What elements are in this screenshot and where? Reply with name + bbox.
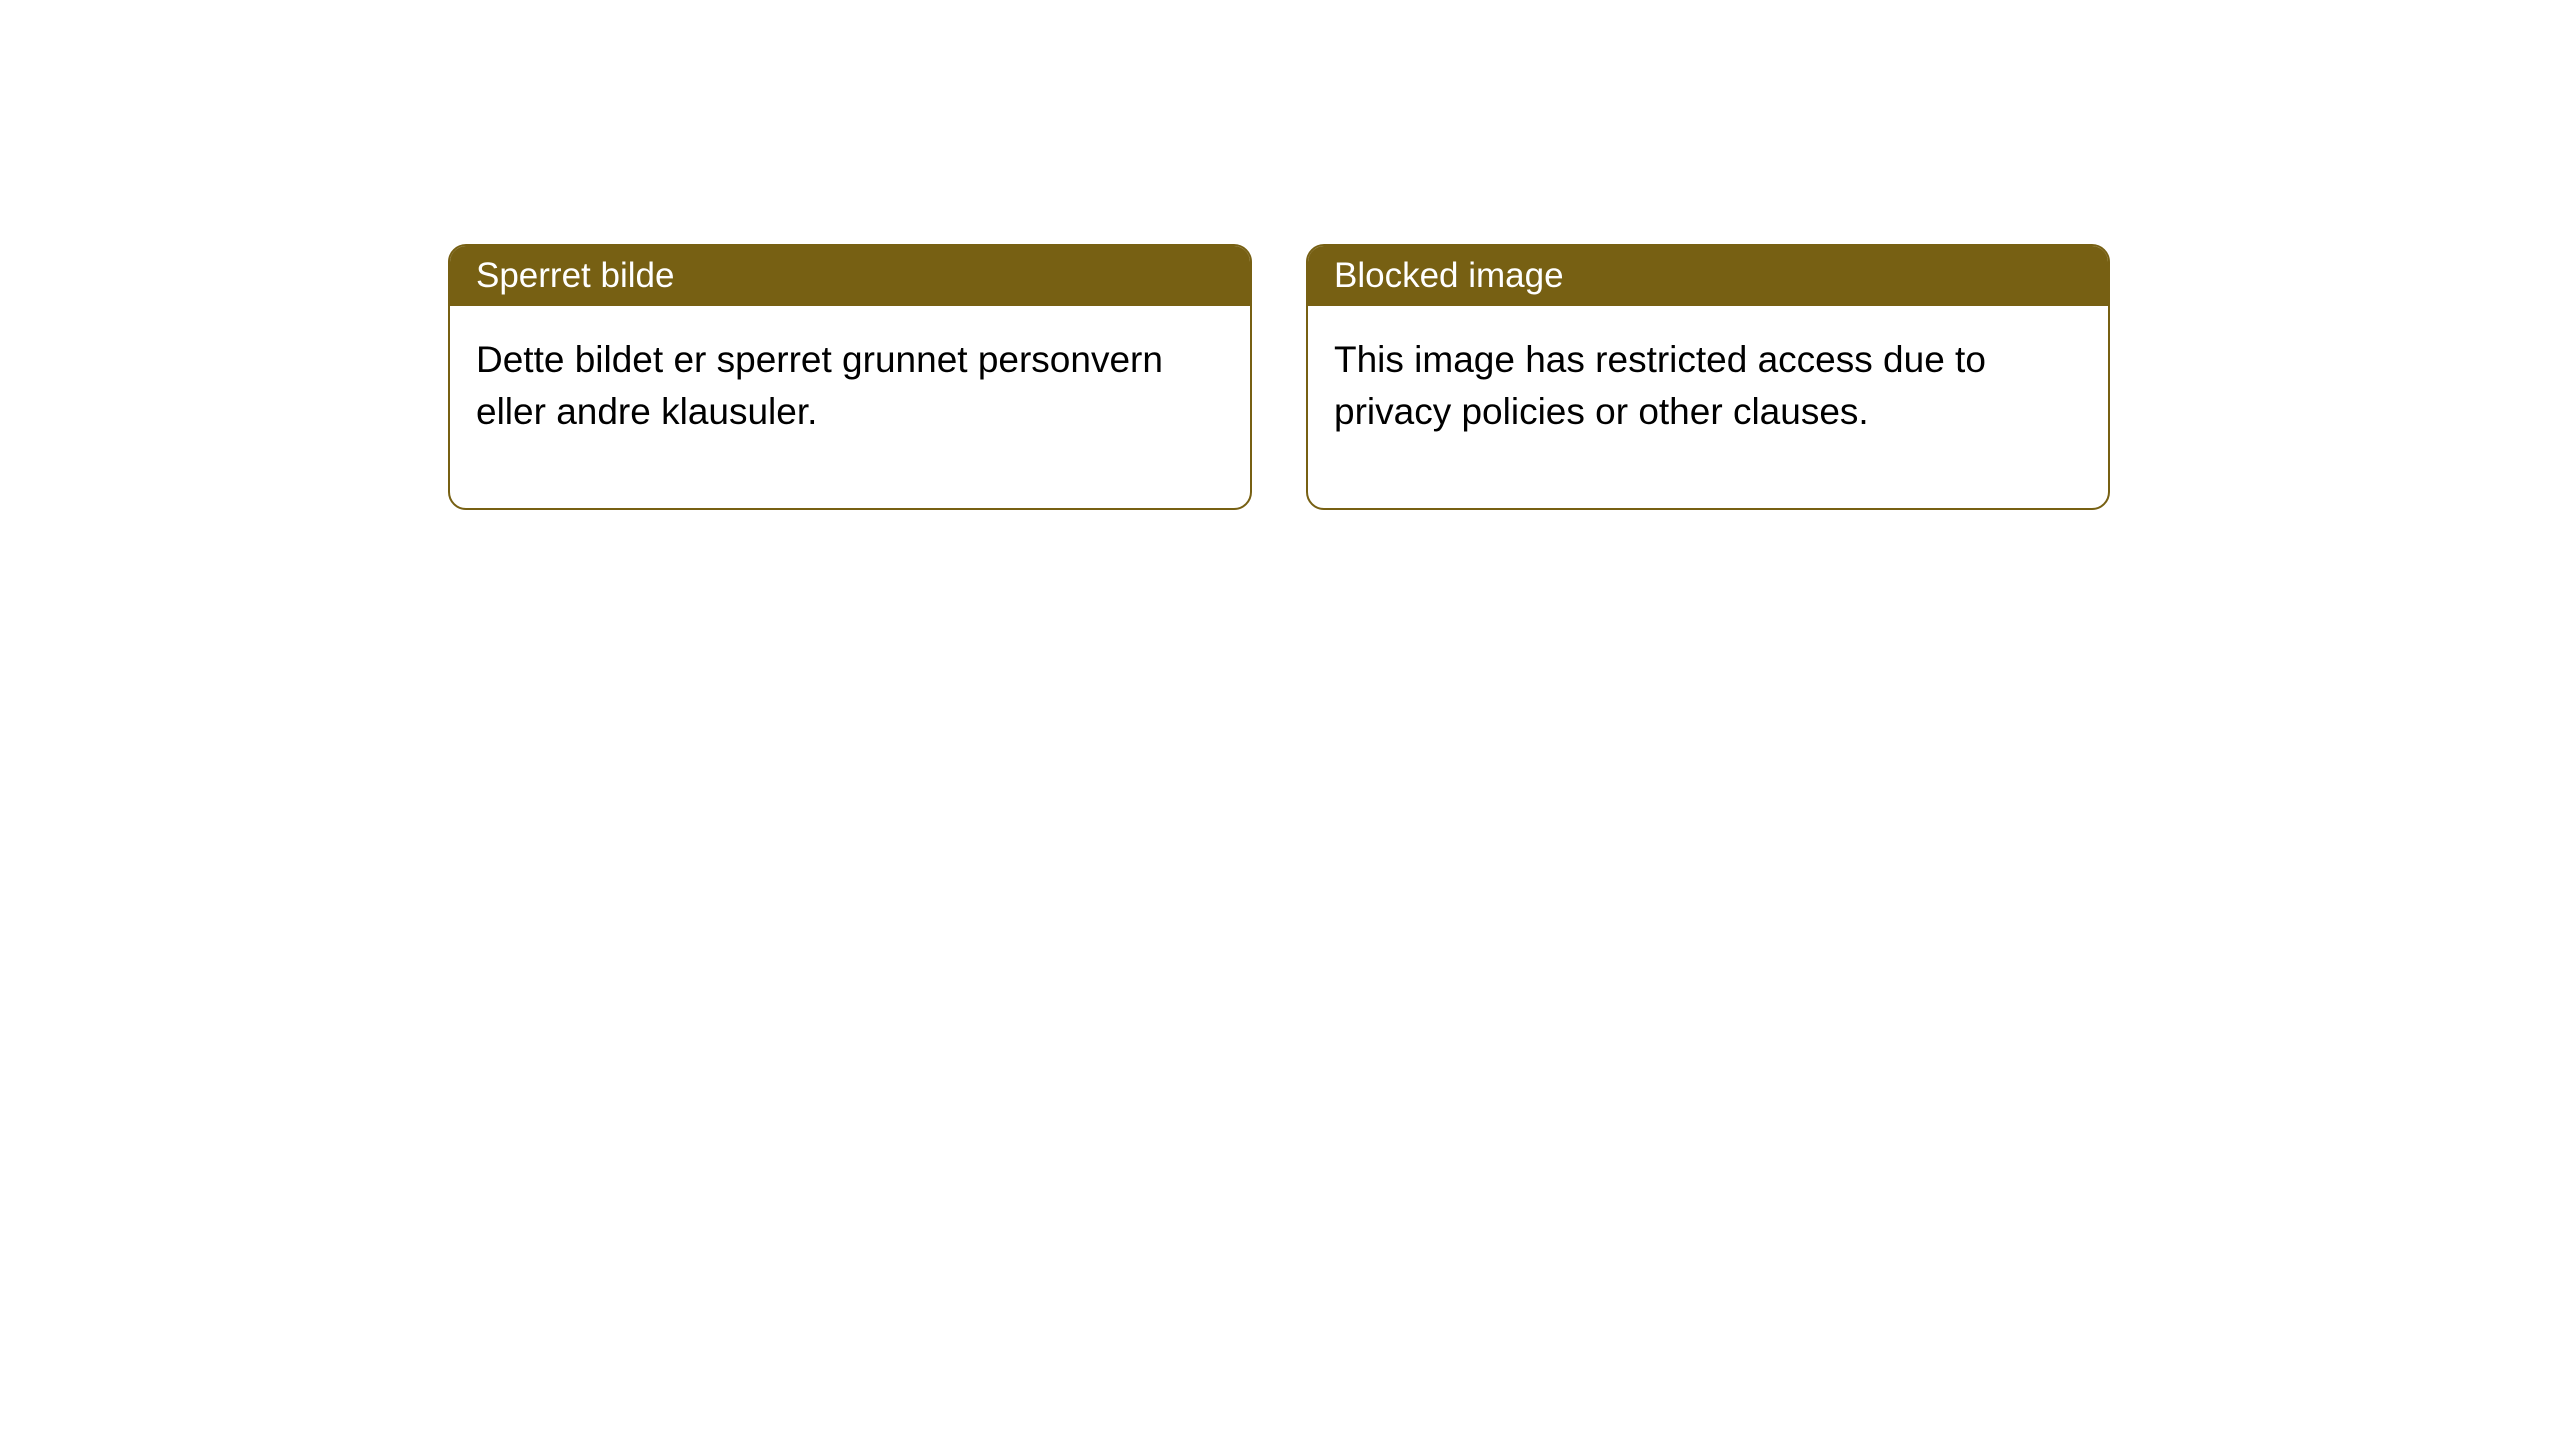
notice-header: Sperret bilde <box>450 246 1250 306</box>
notices-container: Sperret bilde Dette bildet er sperret gr… <box>448 244 2110 510</box>
notice-header: Blocked image <box>1308 246 2108 306</box>
notice-body: Dette bildet er sperret grunnet personve… <box>450 306 1250 508</box>
notice-body: This image has restricted access due to … <box>1308 306 2108 508</box>
notice-box-norwegian: Sperret bilde Dette bildet er sperret gr… <box>448 244 1252 510</box>
notice-box-english: Blocked image This image has restricted … <box>1306 244 2110 510</box>
